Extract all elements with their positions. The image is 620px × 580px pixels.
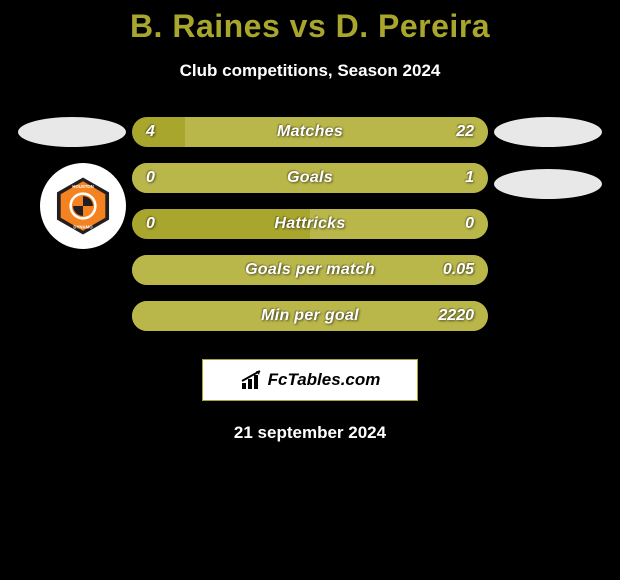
date-label: 21 september 2024 bbox=[0, 423, 620, 443]
subtitle: Club competitions, Season 2024 bbox=[0, 61, 620, 81]
team-badge-left: HOUSTON DYNAMO bbox=[40, 163, 126, 249]
player-right-avatar-placeholder bbox=[494, 117, 602, 147]
footer-brand-text: FcTables.com bbox=[268, 370, 381, 390]
comparison-card: B. Raines vs D. Pereira Club competition… bbox=[0, 0, 620, 443]
team-right-avatar-placeholder bbox=[494, 169, 602, 199]
stat-bar-goals: 0 Goals 1 bbox=[132, 163, 488, 193]
stat-bars: 4 Matches 22 0 Goals 1 0 Hattricks 0 Goa… bbox=[132, 117, 488, 331]
stat-bar-hattricks: 0 Hattricks 0 bbox=[132, 209, 488, 239]
right-avatars bbox=[488, 117, 614, 331]
stat-label: Hattricks bbox=[132, 209, 488, 239]
stat-right-value: 2220 bbox=[438, 301, 474, 331]
left-avatars: HOUSTON DYNAMO bbox=[6, 117, 132, 331]
stat-label: Min per goal bbox=[132, 301, 488, 331]
comparison-area: HOUSTON DYNAMO 4 Matches 22 0 Goals 1 0 bbox=[0, 117, 620, 331]
stat-right-value: 1 bbox=[465, 163, 474, 193]
stat-label: Goals bbox=[132, 163, 488, 193]
stat-label: Matches bbox=[132, 117, 488, 147]
bar-chart-icon bbox=[240, 369, 264, 391]
stat-right-value: 0 bbox=[465, 209, 474, 239]
stat-bar-goals-per-match: Goals per match 0.05 bbox=[132, 255, 488, 285]
stat-bar-matches: 4 Matches 22 bbox=[132, 117, 488, 147]
player-left-avatar-placeholder bbox=[18, 117, 126, 147]
page-title: B. Raines vs D. Pereira bbox=[0, 8, 620, 45]
dynamo-logo-icon: HOUSTON DYNAMO bbox=[52, 175, 114, 237]
stat-bar-min-per-goal: Min per goal 2220 bbox=[132, 301, 488, 331]
stat-label: Goals per match bbox=[132, 255, 488, 285]
svg-text:DYNAMO: DYNAMO bbox=[73, 224, 93, 229]
footer-brand[interactable]: FcTables.com bbox=[202, 359, 418, 401]
stat-right-value: 0.05 bbox=[443, 255, 474, 285]
stat-right-value: 22 bbox=[456, 117, 474, 147]
svg-text:HOUSTON: HOUSTON bbox=[72, 184, 94, 189]
